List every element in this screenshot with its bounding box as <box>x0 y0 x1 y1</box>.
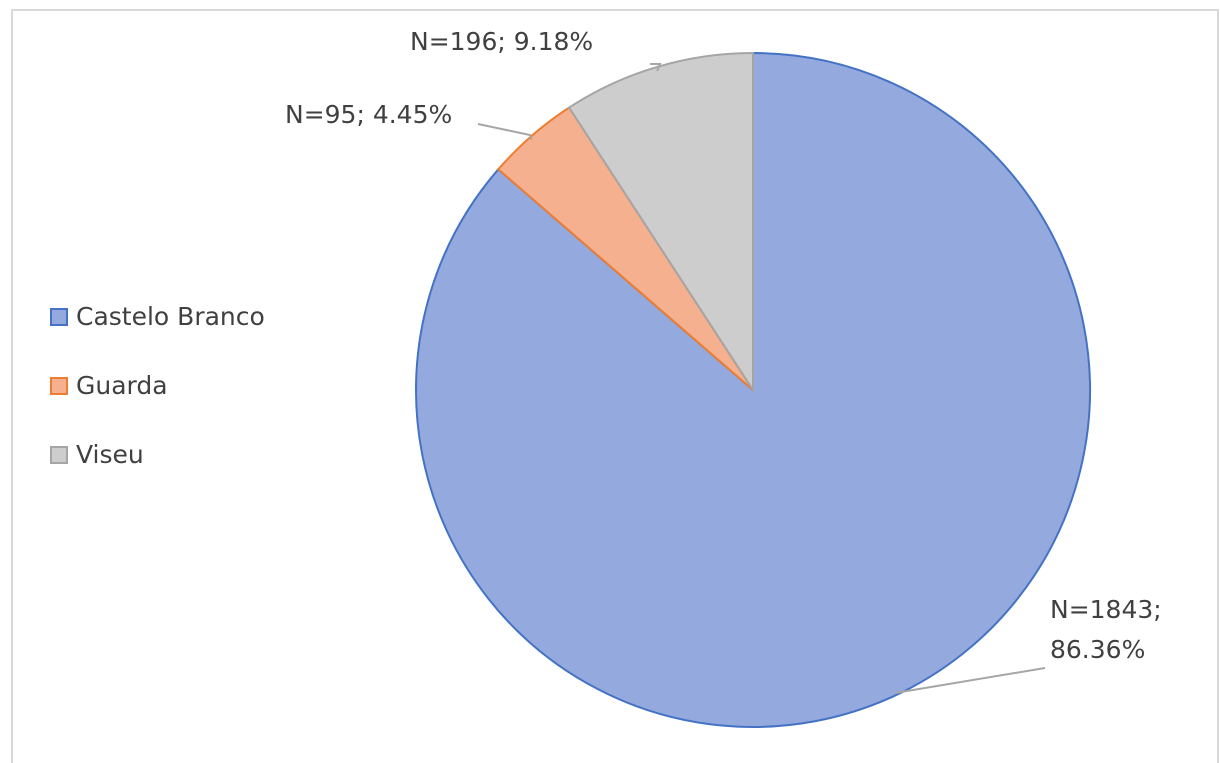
pie-slice <box>567 51 754 394</box>
leader-line <box>650 63 662 72</box>
legend-item: Castelo Branco <box>50 302 265 331</box>
data-label: N=1843; 86.36% <box>1050 595 1162 664</box>
chart-frame <box>11 9 1219 763</box>
legend-label: Viseu <box>76 440 144 469</box>
leader-line <box>477 123 533 141</box>
legend-swatch <box>50 445 68 464</box>
data-label: N=196; 9.18% <box>410 27 594 56</box>
legend-item: Guarda <box>50 371 168 400</box>
data-label: N=95; 4.45% <box>285 100 453 129</box>
legend-item: Viseu <box>50 440 144 469</box>
legend-swatch <box>50 376 68 395</box>
leader-line <box>894 667 1046 694</box>
legend-label: Castelo Branco <box>76 302 265 331</box>
legend-label: Guarda <box>76 371 168 400</box>
legend-swatch <box>50 307 68 326</box>
pie-slice <box>415 51 1091 728</box>
